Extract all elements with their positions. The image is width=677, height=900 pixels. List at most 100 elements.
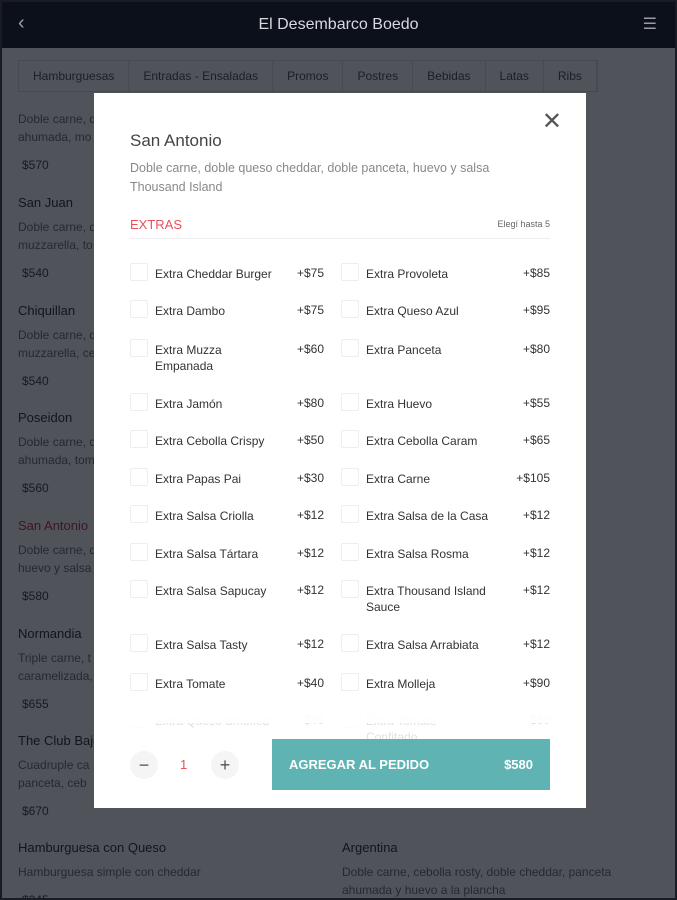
checkbox[interactable]	[130, 543, 148, 561]
extra-option-price: +$95	[522, 303, 550, 317]
extra-option-label: Extra Queso Azul	[366, 304, 459, 318]
extra-option[interactable]: Extra Queso Azul +$95	[341, 300, 550, 319]
extra-option-price: +$12	[296, 546, 324, 560]
extra-option-label: Extra Salsa de la Casa	[366, 509, 489, 523]
extra-option[interactable]: Extra Dambo +$75	[130, 300, 324, 319]
checkbox[interactable]	[341, 430, 359, 448]
increase-quantity-button[interactable]: +	[211, 751, 239, 779]
extra-option-label: Extra Tomate	[155, 677, 226, 691]
chevron-left-icon[interactable]: ‹	[18, 12, 25, 34]
extra-option[interactable]: Extra Cheddar Burger +$75	[130, 263, 324, 282]
checkbox[interactable]	[130, 468, 148, 486]
checkbox[interactable]	[130, 673, 148, 691]
extra-option-price: +$12	[522, 508, 550, 522]
product-title: San Antonio	[130, 131, 222, 150]
extra-option[interactable]: Extra Salsa Sapucay +$12	[130, 580, 324, 599]
extra-option-label: Extra Provoleta	[366, 267, 449, 281]
decrease-quantity-button[interactable]: −	[130, 751, 158, 779]
add-to-order-button[interactable]: AGREGAR AL PEDIDO $580	[272, 739, 550, 790]
extra-option-label: Extra Papas Pai	[155, 472, 242, 486]
extra-option-label: Extra Salsa Tártara	[155, 547, 259, 561]
extra-option-label: Extra Salsa Rosma	[366, 547, 469, 561]
extra-option[interactable]: Extra Panceta +$80	[341, 339, 550, 358]
extra-option[interactable]: Extra Provoleta +$85	[341, 263, 550, 282]
extra-option-price: +$85	[522, 266, 550, 280]
checkbox[interactable]	[341, 543, 359, 561]
extra-option-price: +$40	[296, 676, 324, 690]
extra-option-price: +$12	[296, 583, 324, 597]
checkbox[interactable]	[130, 430, 148, 448]
checkbox[interactable]	[341, 468, 359, 486]
checkbox[interactable]	[341, 634, 359, 652]
divider	[130, 238, 550, 239]
extra-option-price: +$12	[296, 508, 324, 522]
extra-option-price: +$12	[522, 637, 550, 651]
close-x-icon[interactable]: ✕	[541, 108, 562, 135]
checkbox[interactable]	[341, 263, 359, 281]
extra-option-label: Extra Cebolla Crispy	[155, 434, 265, 448]
extra-option-price: +$60	[296, 342, 324, 356]
extra-option-label: Extra Carne	[366, 472, 431, 486]
extra-option[interactable]: Extra Salsa Rosma +$12	[341, 543, 550, 562]
extra-option[interactable]: Extra Molleja +$90	[341, 673, 550, 692]
checkbox[interactable]	[341, 580, 359, 598]
extras-label: EXTRAS	[130, 217, 183, 232]
extras-limit: Elegí hasta 5	[497, 219, 550, 229]
extra-option-price: +$55	[522, 396, 550, 410]
checkbox[interactable]	[341, 300, 359, 318]
extra-option[interactable]: Extra Cebolla Caram +$65	[341, 430, 550, 449]
extra-option-price: +$12	[296, 637, 324, 651]
extra-option[interactable]: Extra Salsa Criolla +$12	[130, 505, 324, 524]
extra-option-price: +$30	[296, 471, 324, 485]
extra-option-label: Extra Cheddar Burger	[155, 267, 272, 281]
extra-option[interactable]: Extra Huevo +$55	[341, 393, 550, 412]
hamburger-menu-icon[interactable]: ☰	[642, 16, 657, 33]
product-description: Doble carne, doble queso cheddar, doble …	[130, 161, 490, 194]
extra-option[interactable]: Extra Tomate +$40	[130, 673, 324, 692]
extra-option-label: Extra Dambo	[155, 304, 226, 318]
extra-option[interactable]: Extra Salsa Tasty +$12	[130, 634, 324, 653]
checkbox[interactable]	[341, 339, 359, 357]
extra-option[interactable]: Extra Carne +$105	[341, 468, 550, 487]
checkbox[interactable]	[130, 505, 148, 523]
scroll-fade	[94, 703, 586, 723]
extra-option-label: Extra Salsa Arrabiata	[366, 638, 479, 652]
extra-option-price: +$105	[516, 471, 550, 485]
checkbox[interactable]	[130, 393, 148, 411]
extra-option[interactable]: Extra Papas Pai +$30	[130, 468, 324, 487]
page-title: El Desembarco Boedo	[258, 16, 419, 33]
checkbox[interactable]	[130, 263, 148, 281]
top-bar: ‹ El Desembarco Boedo ☰	[2, 2, 675, 48]
checkbox[interactable]	[341, 393, 359, 411]
extra-option-label: Extra Salsa Tasty	[155, 638, 248, 652]
extra-option[interactable]: Extra Salsa Arrabiata +$12	[341, 634, 550, 653]
extra-option[interactable]: Extra Salsa Tártara +$12	[130, 543, 324, 562]
checkbox[interactable]	[130, 300, 148, 318]
extra-option-price: +$50	[296, 433, 324, 447]
extra-option-price: +$75	[296, 266, 324, 280]
extra-option-label: Extra Panceta	[366, 343, 442, 357]
extra-option[interactable]: Extra Cebolla Crispy +$50	[130, 430, 324, 449]
extra-option-price: +$80	[296, 396, 324, 410]
extra-option[interactable]: Extra Muzza Empanada +$60	[130, 339, 324, 374]
extra-option[interactable]: Extra Jamón +$80	[130, 393, 324, 412]
checkbox[interactable]	[341, 673, 359, 691]
extra-option-price: +$12	[522, 546, 550, 560]
checkbox[interactable]	[130, 634, 148, 652]
add-to-order-total: $580	[504, 757, 533, 772]
extra-option-label: Extra Salsa Sapucay	[155, 584, 267, 598]
extra-option-price: +$90	[522, 676, 550, 690]
checkbox[interactable]	[130, 339, 148, 357]
extra-option-price: +$80	[522, 342, 550, 356]
checkbox[interactable]	[341, 505, 359, 523]
product-modal: ✕ San Antonio Doble carne, doble queso c…	[94, 93, 586, 808]
extra-option-label: Extra Muzza Empanada	[155, 343, 222, 373]
extra-option[interactable]: Extra Salsa de la Casa +$12	[341, 505, 550, 524]
extra-option-label: Extra Molleja	[366, 677, 436, 691]
extra-option-price: +$75	[296, 303, 324, 317]
extra-option-price: +$12	[522, 583, 550, 597]
extra-option-label: Extra Jamón	[155, 397, 223, 411]
checkbox[interactable]	[130, 580, 148, 598]
extra-option[interactable]: Extra Thousand Island Sauce +$12	[341, 580, 550, 615]
